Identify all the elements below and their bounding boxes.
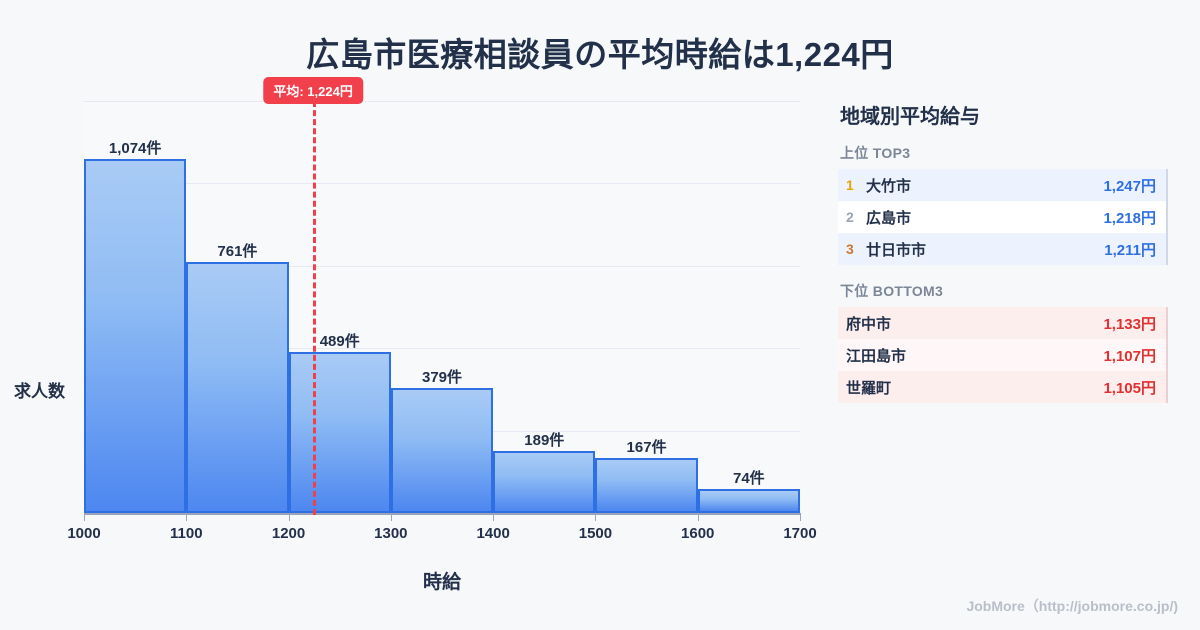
bar: [493, 450, 596, 513]
x-axis-tick-label: 1100: [170, 525, 203, 542]
region-name: 広島市: [866, 209, 912, 227]
bar-value-label: 379件: [421, 369, 463, 387]
bar: [697, 488, 800, 513]
average-line: [313, 101, 317, 515]
x-axis-tick-label: 1200: [271, 525, 306, 542]
bottom3-list: 府中市 1,133円江田島市 1,107円世羅町 1,105円: [838, 307, 1168, 403]
gridline: [84, 101, 800, 102]
region-value: 1,133円: [1103, 315, 1156, 333]
rank-row[interactable]: 府中市 1,133円: [838, 307, 1166, 339]
gridline: [84, 183, 800, 184]
gridline: [84, 266, 800, 267]
rank-number: 1: [846, 177, 854, 193]
x-axis-title: 時給: [422, 572, 461, 593]
x-axis-tick-label: 1500: [578, 525, 613, 542]
footer-watermark: JobMore（http://jobmore.co.jp/): [966, 598, 1178, 614]
page-title: 広島市医療相談員の平均時給は1,224円: [306, 36, 894, 73]
x-axis-tick-label: 1000: [67, 525, 101, 542]
region-value: 1,107円: [1103, 347, 1156, 365]
bar-value-label: 1,074件: [108, 140, 162, 157]
x-axis-tick-label: 1600: [681, 525, 715, 542]
top3-heading: 上位 TOP3: [840, 145, 911, 161]
region-value: 1,247円: [1103, 177, 1156, 195]
x-axis-tick: [800, 513, 801, 521]
x-axis-tick: [595, 513, 597, 521]
average-badge: 平均: 1,224円: [263, 77, 363, 104]
bottom3-heading: 下位 BOTTOM3: [840, 283, 944, 299]
rank-row[interactable]: 世羅町 1,105円: [838, 371, 1166, 403]
x-axis-tick-label: 1400: [476, 525, 510, 542]
bar: [595, 457, 698, 513]
x-axis-tick-label: 1300: [374, 525, 408, 542]
bar-value-label: 489件: [319, 332, 360, 350]
rank-row[interactable]: 江田島市 1,107円: [838, 339, 1166, 371]
bar-series: 1,074件 761件 489件 379件 189件 167件 74件: [84, 101, 800, 513]
bar: [390, 388, 494, 513]
x-axis-tick: [390, 513, 392, 521]
bar-value-label: 74件: [733, 469, 765, 487]
x-axis-tick: [288, 513, 290, 521]
x-axis-tick: [697, 513, 699, 521]
bar: [288, 351, 391, 513]
x-axis-tick-label: 1700: [783, 525, 817, 542]
region-value: 1,211円: [1104, 241, 1156, 259]
bar-value-label: 167件: [626, 438, 667, 456]
region-name: 大竹市: [866, 177, 912, 195]
region-name: 世羅町: [846, 379, 892, 397]
rank-number: 3: [846, 241, 854, 257]
rank-row[interactable]: 1 大竹市 1,247円: [838, 169, 1166, 201]
rank-number: 2: [846, 209, 854, 225]
gridline: [84, 348, 800, 349]
x-axis-tick: [493, 513, 495, 521]
rank-row[interactable]: 3 廿日市市 1,211円: [838, 233, 1166, 265]
x-axis-tick: [84, 513, 85, 521]
rank-row[interactable]: 2 広島市 1,218円: [838, 201, 1166, 233]
x-axis-line: [84, 513, 800, 515]
region-name: 府中市: [846, 315, 892, 333]
top3-list: 1 大竹市 1,247円 2 広島市 1,218円 3 廿日市市 1,211円: [838, 169, 1168, 265]
bar-value-label: 761件: [217, 243, 258, 261]
y-axis-title: 求人数: [14, 382, 65, 401]
x-axis-tick: [186, 513, 188, 521]
panel-title: 地域別平均給与: [840, 106, 980, 128]
region-value: 1,218円: [1103, 209, 1156, 227]
region-name: 江田島市: [846, 347, 907, 365]
region-value: 1,105円: [1103, 379, 1156, 397]
region-salary-panel: 地域別平均給与 上位 TOP3 1 大竹市 1,247円 2 広島市 1,218円 3 廿日市…: [838, 100, 1168, 419]
bar: [84, 159, 187, 513]
region-name: 廿日市市: [866, 241, 927, 259]
histogram-chart: 1,074件 761件 489件 379件 189件 167件 74件 1000 1100 12…: [0, 77, 830, 595]
bar: [186, 262, 289, 513]
bar-value-label: 189件: [524, 431, 565, 449]
